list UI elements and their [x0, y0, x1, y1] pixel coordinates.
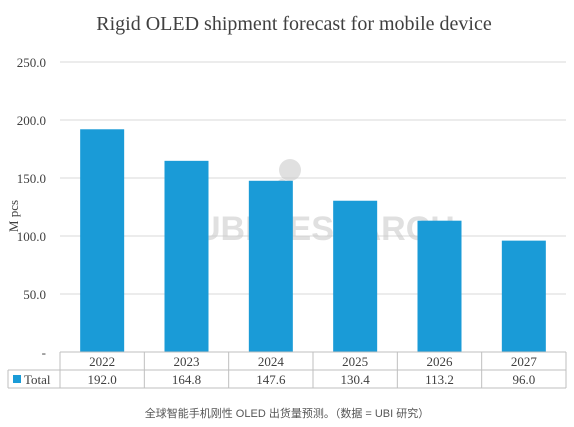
gridlines	[60, 61, 566, 295]
data-table-value: 164.8	[172, 372, 201, 387]
chart-title: Rigid OLED shipment forecast for mobile …	[96, 13, 492, 35]
data-table: 2022 192.0 2023 164.8 2024 147.6 2025 130.4 2026…	[7, 351, 567, 389]
x-tick-label: 2026	[427, 354, 454, 369]
y-axis-label: M pcs	[6, 200, 21, 232]
y-tick-label: 250.0	[17, 55, 46, 70]
bar-2022	[80, 129, 125, 352]
y-tick-label: 100.0	[17, 229, 46, 244]
x-tick-label: 2024	[258, 354, 285, 369]
bar-2026	[417, 220, 462, 352]
y-tick-label: 200.0	[17, 113, 46, 128]
data-table-value: 192.0	[88, 372, 117, 387]
bar-2027	[501, 240, 546, 352]
bar-2023	[164, 160, 209, 352]
x-tick-label: 2022	[89, 354, 115, 369]
bar-2024	[248, 180, 293, 352]
watermark-text: UBI RESEARCH	[196, 210, 455, 248]
y-tick-label: 150.0	[17, 171, 46, 186]
data-table-value: 96.0	[512, 372, 535, 387]
y-tick-label: -	[42, 345, 46, 360]
data-table-value: 130.4	[341, 372, 371, 387]
x-tick-label: 2023	[174, 354, 200, 369]
y-tick-label: 50.0	[23, 287, 46, 302]
data-table-value: 113.2	[425, 372, 454, 387]
y-axis-ticks: - 50.0 100.0 150.0 200.0 250.0	[17, 55, 46, 360]
x-tick-label: 2027	[511, 354, 538, 369]
x-tick-label: 2025	[342, 354, 368, 369]
legend-series-name: Total	[24, 372, 51, 387]
bars	[80, 129, 546, 352]
legend-swatch	[13, 375, 21, 383]
bar-2025	[333, 200, 378, 352]
caption: 全球智能手机刚性 OLED 出货量预测。（数据 = UBI 研究）	[145, 406, 430, 420]
data-table-value: 147.6	[256, 372, 286, 387]
watermark-logo: UBI RESEARCH	[196, 159, 455, 248]
